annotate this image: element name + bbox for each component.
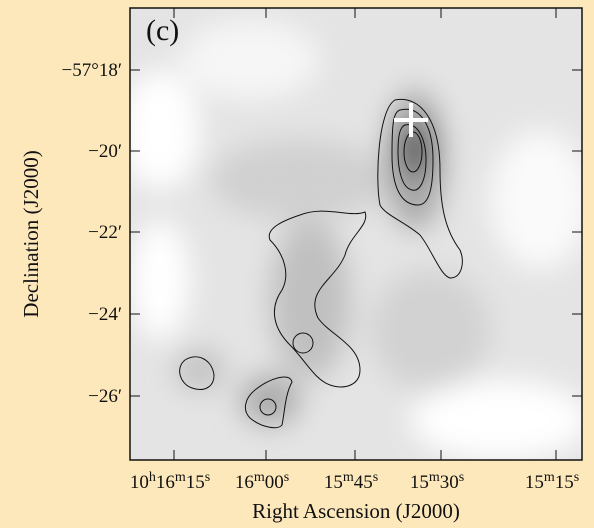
image <box>130 8 582 460</box>
y-tick-label: −20′ <box>88 141 122 162</box>
frame <box>129 7 583 461</box>
y-tick-label: −24′ <box>88 304 122 325</box>
x-tick-label: 16m00s <box>235 470 289 493</box>
x-tick-label: 15m15s <box>525 470 579 493</box>
x-tick-label: 15m30s <box>410 470 464 493</box>
panel-label: (c) <box>146 14 179 47</box>
y-tick-label: −57°18′ <box>62 60 122 81</box>
y-tick-label: −22′ <box>88 222 122 243</box>
cross-marker <box>394 103 428 137</box>
x-axis-label: Right Ascension (J2000) <box>252 499 460 523</box>
x-tick-label: 10h16m15s <box>130 470 210 493</box>
y-axis-label: Declination (J2000) <box>19 150 43 317</box>
x-tick-label: 15m45s <box>324 470 378 493</box>
y-tick-label: −26′ <box>88 386 122 407</box>
